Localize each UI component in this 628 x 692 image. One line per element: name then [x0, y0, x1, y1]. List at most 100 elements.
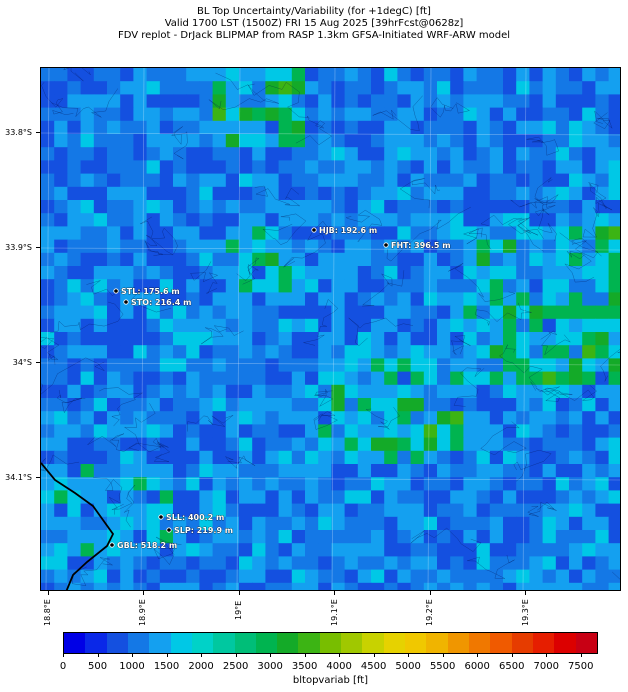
field-cell [503, 450, 517, 465]
station-marker-fht[interactable] [383, 242, 389, 248]
title-line-1: BL Top Uncertainty/Variability (for +1de… [197, 6, 431, 17]
colorbar-cell [106, 633, 128, 653]
contour-line [362, 270, 405, 307]
field-cell [542, 107, 557, 122]
field-cell [318, 186, 332, 201]
field-cell [278, 305, 293, 320]
field-cell [291, 503, 306, 518]
field-cell [344, 200, 359, 214]
field-cell [186, 94, 200, 109]
contour-line [593, 110, 613, 130]
colorbar-cell [255, 633, 278, 653]
field-cell [146, 569, 161, 584]
field-cell [146, 213, 161, 227]
field-cell [212, 503, 227, 518]
field-cell [410, 358, 425, 373]
field-cell [41, 530, 55, 544]
field-cell [516, 147, 530, 161]
field-cell [371, 437, 385, 452]
field-cell [555, 503, 570, 518]
station-marker-slp[interactable] [166, 527, 172, 533]
field-cell [371, 160, 385, 175]
field-cell [199, 68, 214, 82]
field-cell [384, 134, 398, 148]
contour-line [564, 250, 595, 283]
field-cell [463, 318, 478, 333]
field-cell [93, 200, 108, 214]
field-cell [305, 292, 319, 307]
field-cell [529, 252, 544, 267]
field-cell [463, 556, 478, 571]
station-marker-gbl[interactable] [109, 542, 115, 548]
field-cell [278, 450, 293, 465]
field-cell [608, 94, 620, 109]
field-cell [67, 226, 82, 241]
field-cell [318, 424, 332, 439]
station-marker-stl[interactable] [113, 288, 119, 294]
field-cell [159, 305, 174, 320]
field-cell [371, 516, 385, 531]
field-cell [384, 411, 398, 425]
field-cell [331, 173, 346, 188]
field-cell [41, 371, 55, 386]
lat-label-34-1: 34.1°S [5, 473, 32, 482]
field-cell [252, 213, 266, 227]
lon-label-19-1: 19.1°E [330, 599, 339, 626]
field-cell [397, 582, 412, 590]
field-cell [239, 371, 253, 386]
field-cell [265, 266, 280, 280]
field-cell [239, 530, 253, 544]
field-cell [80, 239, 95, 254]
field-cell [384, 503, 398, 518]
field-cell [582, 464, 596, 478]
field-cell [212, 371, 227, 386]
field-cell [384, 226, 398, 241]
map-area[interactable]: HJB: 192.6 m FHT: 396.5 m STL: 175.6 m STO:… [40, 67, 621, 591]
field-cell [305, 411, 319, 425]
field-cell [384, 345, 398, 359]
field-cell [608, 226, 620, 241]
field-cell [529, 94, 544, 109]
field-cell [410, 516, 425, 531]
field-cell [41, 332, 55, 346]
contour-line [499, 344, 543, 388]
field-cell [437, 94, 451, 109]
field-cell [239, 464, 253, 478]
field-cell [173, 266, 187, 280]
contour-line [87, 433, 138, 452]
field-cell [225, 582, 240, 590]
field-cell [357, 345, 372, 359]
colorbar [63, 632, 598, 654]
field-cell [199, 371, 214, 386]
field-cell [133, 81, 148, 95]
field-cell [595, 424, 610, 439]
field-cell [410, 213, 425, 227]
field-cell [252, 424, 266, 439]
contour-line [527, 501, 557, 517]
field-cell [133, 332, 148, 346]
field-cell [291, 213, 306, 227]
field-cell [278, 81, 293, 95]
field-cell [107, 371, 121, 386]
field-cell [555, 384, 570, 399]
field-cell [595, 81, 610, 95]
station-marker-sll[interactable] [158, 514, 164, 520]
field-cell [107, 398, 121, 412]
field-cell [555, 358, 570, 373]
field-cell [503, 490, 517, 505]
field-cell [331, 252, 346, 267]
field-cell [252, 107, 266, 122]
field-cell [384, 120, 398, 135]
station-marker-hjb[interactable] [311, 227, 317, 233]
field-cell [291, 107, 306, 122]
field-cell [54, 358, 68, 373]
field-cell [252, 332, 266, 346]
field-cell [291, 292, 306, 307]
field-cell [331, 411, 346, 425]
field-cell [225, 173, 240, 188]
field-cell [159, 358, 174, 373]
field-cell [555, 556, 570, 571]
station-marker-sto[interactable] [123, 299, 129, 305]
field-cell [225, 384, 240, 399]
contour-line [365, 407, 400, 430]
